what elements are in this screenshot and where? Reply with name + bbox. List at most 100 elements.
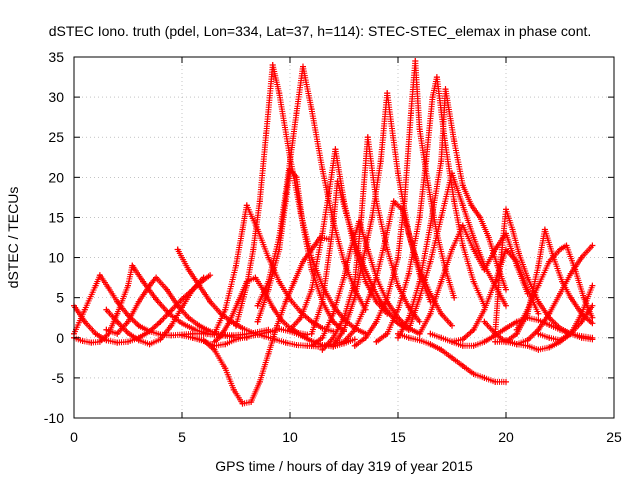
data-point: [364, 134, 371, 141]
data-point: [248, 399, 255, 405]
data-point: [254, 331, 261, 338]
data-point: [189, 286, 196, 293]
data-point: [233, 322, 239, 329]
data-point: [163, 286, 170, 293]
data-point: [433, 74, 440, 81]
data-point: [135, 322, 142, 329]
series-32: [513, 242, 596, 333]
data-point: [146, 341, 153, 348]
data-point: [405, 270, 412, 277]
data-point: [535, 346, 542, 353]
data-point: [308, 342, 315, 349]
y-tick-label: 0: [56, 330, 64, 346]
data-point: [557, 246, 563, 253]
data-point: [157, 318, 164, 325]
data-point: [546, 321, 553, 328]
data-point: [274, 322, 280, 329]
data-point: [503, 337, 509, 344]
data-point: [319, 346, 326, 353]
data-point: [362, 334, 369, 341]
data-point: [427, 290, 434, 297]
data-point: [168, 332, 175, 339]
data-point: [250, 246, 257, 253]
data-point: [330, 222, 337, 229]
data-point: [481, 306, 488, 313]
data-point: [129, 262, 136, 269]
data-point: [470, 370, 477, 377]
data-point: [589, 320, 596, 327]
data-point: [503, 286, 509, 293]
data-point: [470, 342, 477, 349]
x-tick-label: 25: [606, 429, 622, 445]
data-point: [92, 282, 99, 289]
data-point: [334, 178, 341, 185]
data-point: [207, 328, 214, 335]
data-point: [395, 306, 401, 313]
data-point: [297, 314, 304, 321]
data-point: [96, 338, 103, 345]
data-point: [125, 318, 131, 325]
data-point: [567, 270, 574, 277]
data-point: [105, 285, 112, 291]
data-point: [330, 334, 337, 341]
data-point: [580, 294, 587, 301]
data-point: [535, 262, 542, 269]
data-point: [351, 326, 358, 333]
data-point: [535, 282, 542, 289]
data-point: [395, 254, 401, 261]
data-point: [516, 250, 522, 257]
data-point: [330, 318, 337, 325]
data-point: [438, 334, 445, 341]
data-point: [384, 330, 391, 337]
data-point: [401, 198, 408, 205]
series-10: [211, 202, 337, 337]
data-point: [300, 258, 306, 265]
data-point: [81, 306, 88, 313]
data-point: [578, 334, 585, 341]
data-point: [360, 254, 367, 261]
data-point: [358, 214, 365, 221]
data-point: [135, 337, 142, 344]
data-point: [114, 330, 121, 337]
data-point: [459, 342, 466, 349]
data-point: [399, 206, 406, 213]
x-tick-label: 5: [178, 429, 186, 445]
data-point: [287, 326, 293, 333]
y-tick-label: 15: [48, 209, 64, 225]
y-tick-label: 35: [48, 49, 64, 65]
data-point: [578, 310, 585, 317]
data-point: [341, 314, 347, 321]
data-point: [278, 317, 285, 324]
data-point: [319, 298, 326, 305]
data-point: [81, 318, 88, 325]
data-point: [373, 274, 380, 281]
data-point: [423, 158, 430, 165]
data-point: [222, 365, 229, 372]
x-tick-label: 0: [70, 429, 78, 445]
data-point: [427, 341, 434, 348]
series-13: [254, 166, 347, 335]
data-point: [135, 298, 142, 305]
data-point: [578, 254, 585, 261]
data-point: [481, 374, 488, 381]
data-point: [125, 282, 131, 289]
data-point: [438, 278, 445, 285]
data-point: [373, 338, 380, 345]
data-point: [293, 174, 300, 181]
data-point: [243, 282, 250, 289]
data-point: [222, 341, 229, 348]
data-point: [269, 62, 276, 68]
data-point: [265, 329, 272, 336]
data-point: [125, 338, 131, 345]
data-point: [103, 326, 110, 333]
data-point: [572, 266, 579, 273]
data-point: [211, 338, 218, 345]
data-point: [217, 333, 224, 340]
data-point: [427, 310, 434, 317]
data-point: [563, 242, 570, 249]
data-point: [319, 325, 326, 332]
data-point: [416, 214, 423, 221]
data-point: [282, 190, 289, 197]
data-point: [513, 341, 520, 348]
data-point: [535, 330, 542, 337]
